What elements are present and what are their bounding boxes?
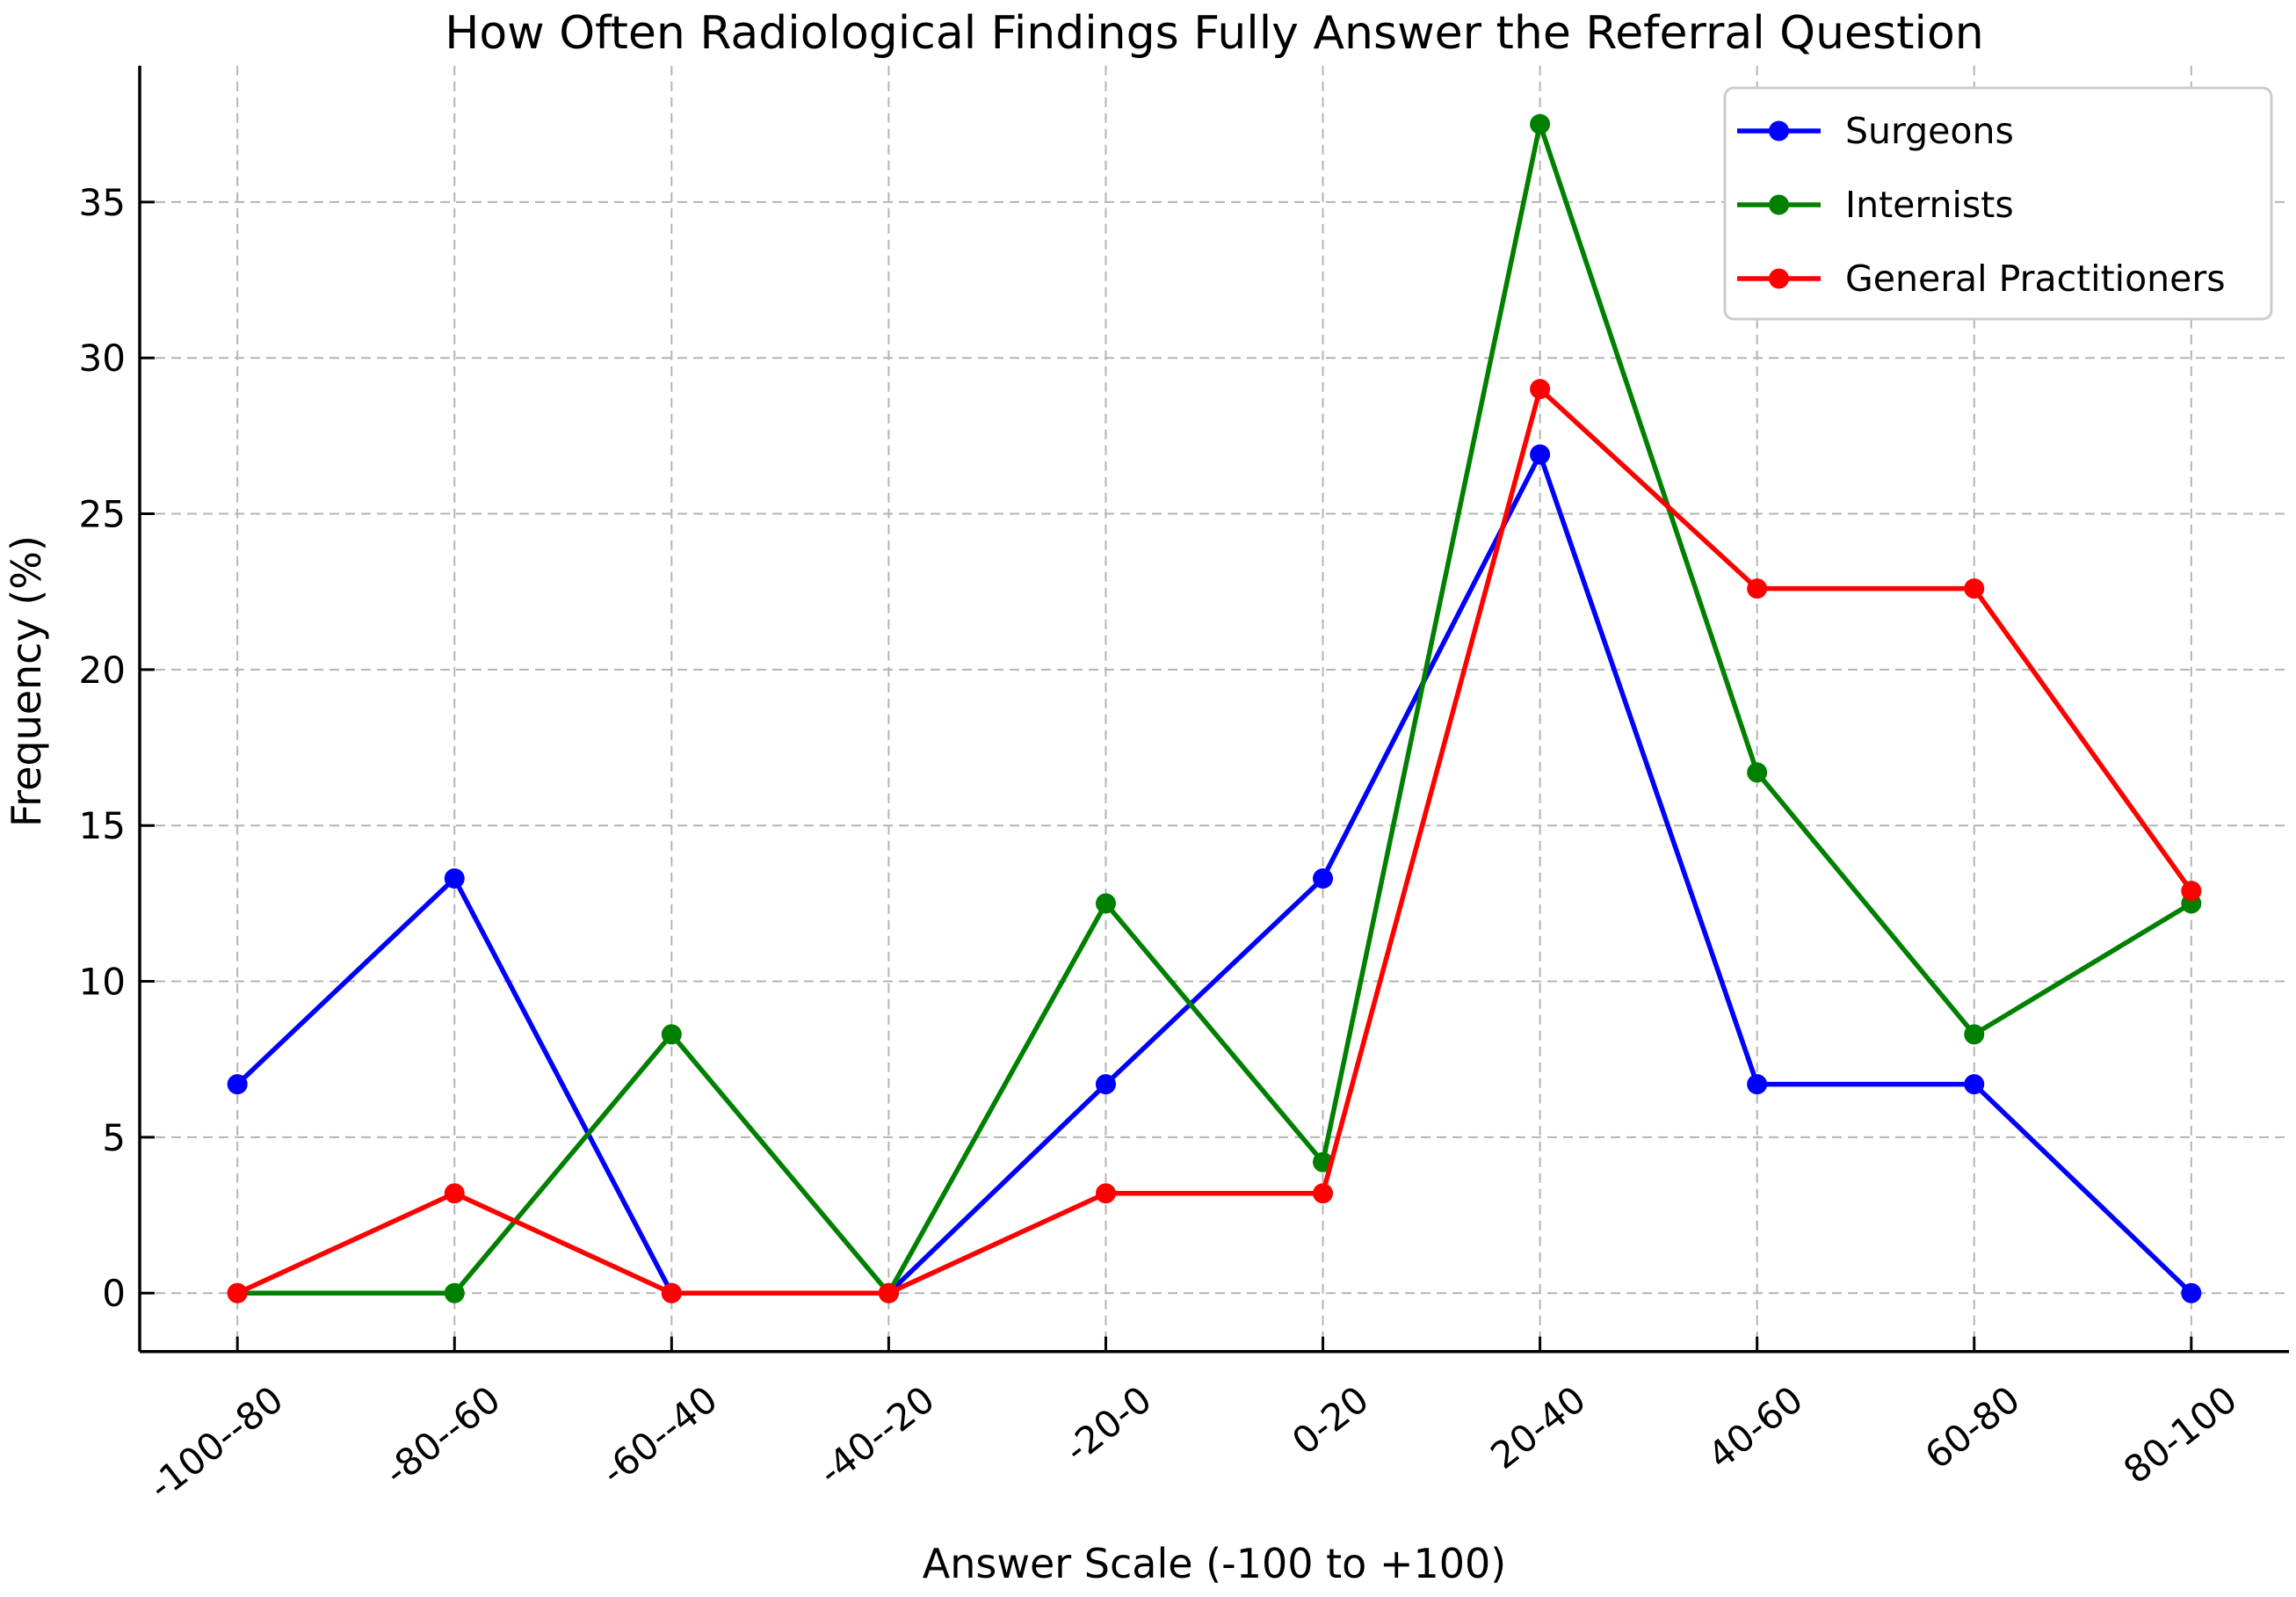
series-line xyxy=(235,386,2194,1296)
x-tick-label: -100--80 xyxy=(141,1377,291,1508)
series-general-practitioners xyxy=(227,379,2202,1303)
legend-label: General Practitioners xyxy=(1845,258,2226,300)
series-marker xyxy=(1530,379,1551,400)
x-tick-label: -20-0 xyxy=(1056,1377,1159,1471)
series-marker xyxy=(444,1183,465,1204)
series-marker xyxy=(878,1282,899,1303)
y-tick-label: 5 xyxy=(102,1116,126,1159)
x-tick-label: 60-80 xyxy=(1917,1377,2028,1477)
series-marker xyxy=(1313,867,1334,889)
y-tick-label: 15 xyxy=(79,804,126,847)
series-marker xyxy=(2181,881,2202,902)
y-tick-label: 25 xyxy=(79,493,126,536)
legend-item-surgeons: Surgeons xyxy=(1737,110,2014,152)
x-tick-label: 80-100 xyxy=(2116,1377,2245,1492)
series-marker xyxy=(661,1282,682,1303)
y-tick-label: 30 xyxy=(79,337,126,380)
y-tick-label: 10 xyxy=(79,961,126,1004)
series-marker xyxy=(227,1282,248,1303)
x-tick-label: -40--20 xyxy=(810,1377,942,1493)
legend-marker-sample xyxy=(1769,194,1789,215)
x-tick-label: -80--60 xyxy=(376,1377,508,1493)
x-tick-label: 20-40 xyxy=(1482,1377,1593,1477)
legend-marker-sample xyxy=(1769,120,1789,142)
x-axis-label: Answer Scale (-100 to +100) xyxy=(923,1540,1506,1587)
y-tick-labels: 0 5 10 15 20 25 30 35 xyxy=(79,181,126,1315)
x-tick-label: 40-60 xyxy=(1699,1377,1810,1477)
series-marker xyxy=(1095,893,1116,914)
series-marker xyxy=(1095,1183,1116,1204)
series-marker xyxy=(1964,1074,1985,1095)
legend: Surgeons Internists General Practitioners xyxy=(1723,86,2273,321)
series-marker xyxy=(1747,1074,1768,1095)
y-tick-label: 0 xyxy=(102,1272,126,1315)
series-marker xyxy=(444,867,465,889)
x-tick-labels: -100--80 -80--60 -60--40 -40--20 -20-0 0-20 20… xyxy=(141,1377,2245,1508)
legend-box xyxy=(1723,86,2273,321)
series-line xyxy=(235,452,2194,1296)
series-marker xyxy=(2181,1282,2202,1303)
series-marker xyxy=(661,1024,682,1045)
data-series xyxy=(227,113,2202,1303)
chart-title: How Often Radiological Findings Fully An… xyxy=(445,7,1984,60)
legend-label: Internists xyxy=(1845,184,2014,226)
legend-item-internists: Internists xyxy=(1737,184,2014,226)
series-marker xyxy=(444,1282,465,1303)
series-marker xyxy=(1964,578,1985,599)
y-tick-label: 20 xyxy=(79,649,126,692)
x-tick-label: -60--40 xyxy=(593,1377,725,1493)
series-marker xyxy=(1530,113,1551,134)
series-marker xyxy=(227,1074,248,1095)
series-marker xyxy=(1747,578,1768,599)
y-tick-label: 35 xyxy=(79,181,126,224)
series-marker xyxy=(1530,444,1551,465)
series-marker xyxy=(1095,1074,1116,1095)
x-tick-label: 0-20 xyxy=(1284,1377,1376,1463)
series-marker xyxy=(1747,762,1768,783)
legend-label: Surgeons xyxy=(1845,110,2014,152)
series-line xyxy=(235,121,2194,1296)
legend-item-general-practitioners: General Practitioners xyxy=(1737,258,2226,300)
y-axis-label: Frequency (%) xyxy=(3,535,50,827)
legend-marker-sample xyxy=(1769,268,1789,289)
series-surgeons xyxy=(227,444,2202,1303)
axis-ticks xyxy=(140,200,2193,1352)
series-marker xyxy=(1964,1024,1985,1045)
series-marker xyxy=(1313,1183,1334,1204)
